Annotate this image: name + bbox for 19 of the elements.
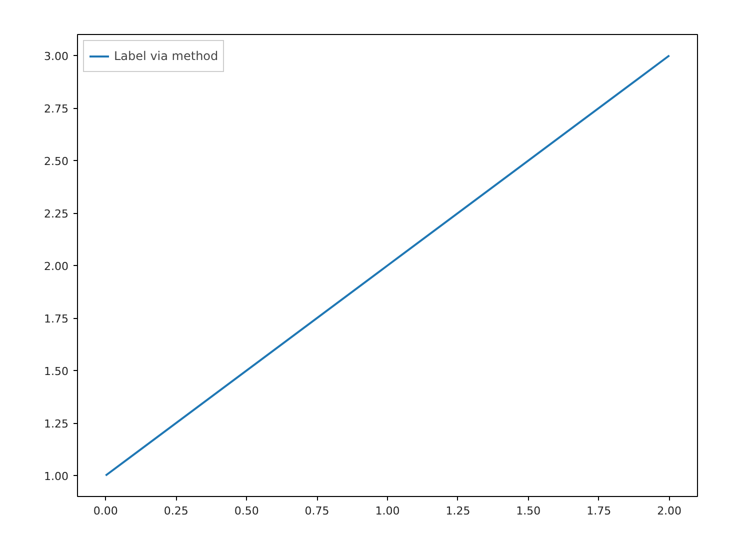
x-tick-label: 0.25 bbox=[164, 504, 188, 518]
x-tick-label: 0.50 bbox=[234, 504, 259, 518]
y-tick-label: 1.00 bbox=[44, 470, 69, 483]
y-tick-label: 2.25 bbox=[44, 208, 69, 220]
y-tick-label: 1.50 bbox=[44, 365, 69, 378]
x-tick-label: 0.00 bbox=[93, 504, 118, 518]
y-tick-label: 2.75 bbox=[44, 102, 69, 116]
x-tick-label: 1.50 bbox=[516, 504, 541, 518]
legend-label: Label via method bbox=[114, 49, 218, 63]
y-tick-label: 2.50 bbox=[44, 155, 69, 168]
y-tick-label: 1.25 bbox=[44, 418, 69, 430]
x-tick-label: 2.00 bbox=[657, 504, 682, 518]
x-tick-label: 0.75 bbox=[304, 504, 330, 518]
x-tick-label: 1.00 bbox=[375, 504, 400, 518]
x-tick-label: 1.25 bbox=[446, 504, 470, 518]
y-tick-label: 3.00 bbox=[44, 50, 69, 63]
x-tick-label: 1.75 bbox=[586, 504, 612, 518]
y-tick-label: 1.75 bbox=[44, 312, 69, 326]
y-tick-label: 2.00 bbox=[44, 260, 69, 273]
